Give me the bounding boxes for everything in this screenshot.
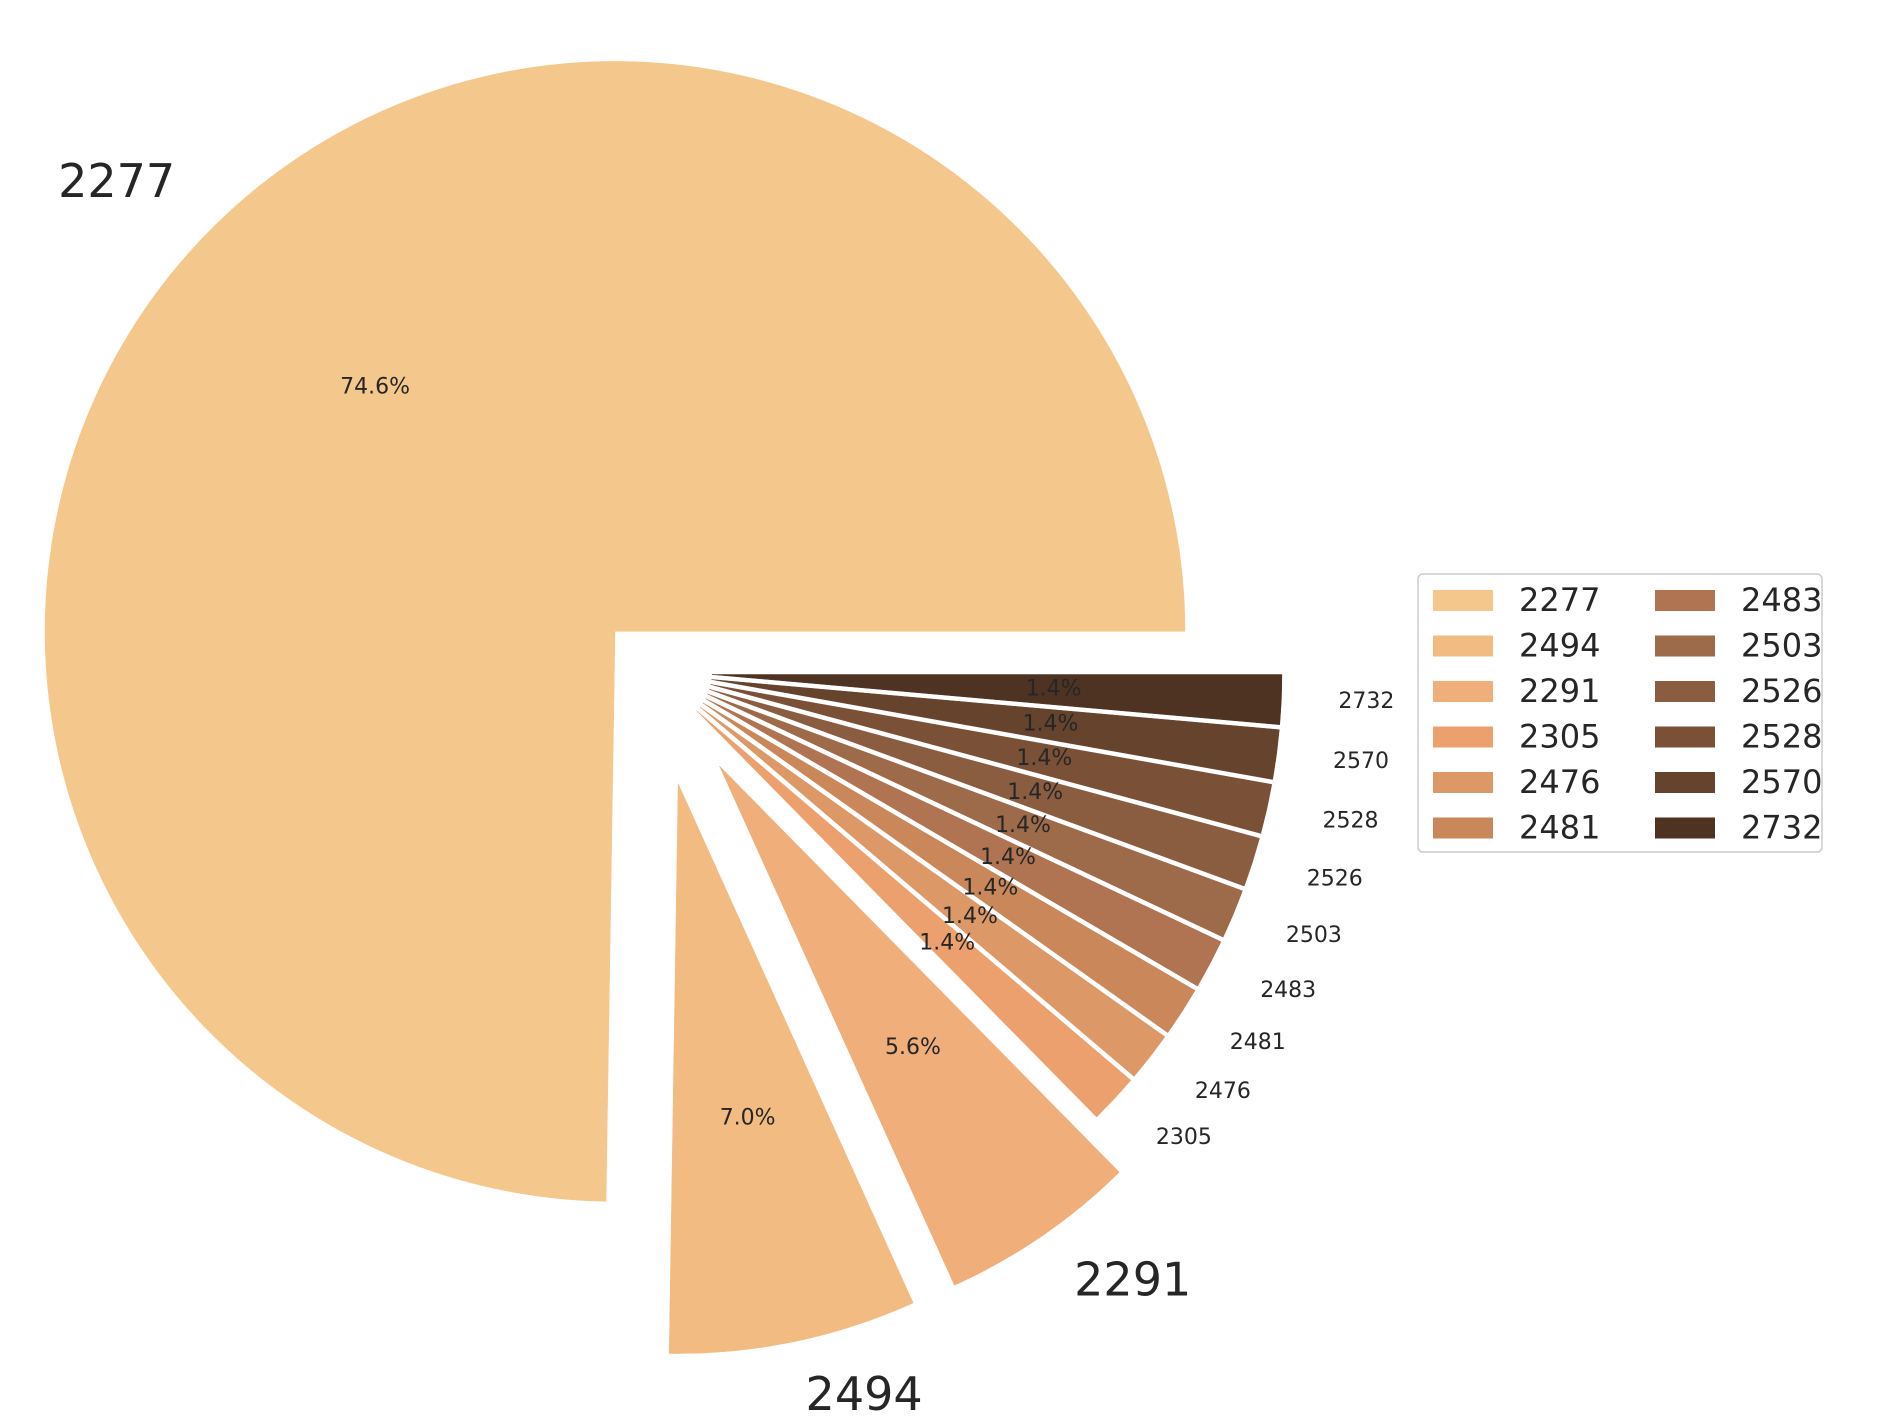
percent-label-2291: 5.6% — [885, 1035, 941, 1060]
pie-slice-2277 — [44, 61, 1186, 1202]
pie-slices — [44, 61, 1283, 1354]
category-label-2481: 2481 — [1230, 1030, 1286, 1055]
percent-label-2494: 7.0% — [720, 1105, 776, 1130]
pie-slice-2732 — [711, 674, 1283, 725]
category-label-2528: 2528 — [1322, 809, 1378, 834]
pie-slice-2503 — [707, 693, 1243, 938]
pie-slice-2494 — [668, 783, 914, 1354]
legend-swatch-2732 — [1655, 817, 1715, 839]
legend-swatch-2494 — [1433, 635, 1493, 657]
legend-label-2494: 2494 — [1519, 627, 1600, 665]
percent-label-2570: 1.4% — [1023, 712, 1079, 737]
percent-labels: 74.6%7.0%5.6%1.4%1.4%1.4%1.4%1.4%1.4%1.4… — [340, 375, 1081, 1131]
pie-slice-2570 — [711, 679, 1280, 780]
legend-frame — [1417, 573, 1823, 853]
pie-slice-2305 — [696, 710, 1132, 1118]
legend-swatch-2291 — [1433, 681, 1493, 702]
legend-label-2291: 2291 — [1519, 672, 1600, 710]
legend-label-2277: 2277 — [1519, 581, 1600, 619]
percent-label-2526: 1.4% — [1007, 780, 1063, 805]
percent-label-2277: 74.6% — [340, 375, 410, 400]
legend-label-2476: 2476 — [1519, 763, 1600, 801]
legend-label-2481: 2481 — [1519, 809, 1600, 847]
legend-swatch-2476 — [1433, 772, 1493, 793]
pie-slice-2291 — [719, 765, 1120, 1286]
legend-swatch-2528 — [1655, 726, 1715, 748]
category-labels: 2277 2494 2291 2305 2476 2481 2483 2503 2526 2528… — [58, 154, 1394, 1421]
category-label-2305: 2305 — [1156, 1125, 1212, 1150]
pie-slice-2481 — [702, 702, 1196, 1034]
category-label-2277: 2277 — [58, 154, 175, 208]
legend-swatch-2277 — [1433, 590, 1493, 611]
category-label-2476: 2476 — [1195, 1079, 1251, 1104]
pie-slice-2483 — [705, 698, 1222, 987]
category-label-2483: 2483 — [1260, 978, 1316, 1003]
category-label-2291: 2291 — [1074, 1253, 1191, 1307]
category-label-2570: 2570 — [1333, 749, 1389, 774]
category-label-2526: 2526 — [1307, 867, 1363, 892]
legend-label-2503: 2503 — [1741, 627, 1822, 665]
category-label-2732: 2732 — [1338, 689, 1394, 714]
percent-label-2503: 1.4% — [995, 813, 1051, 838]
pie-slice-2528 — [710, 684, 1273, 834]
legend-swatch-2570 — [1655, 772, 1715, 793]
pie-slice-2476 — [699, 706, 1166, 1077]
legend-swatch-2526 — [1655, 681, 1715, 702]
legend-label-2526: 2526 — [1741, 672, 1822, 710]
percent-label-2476: 1.4% — [942, 904, 998, 929]
percent-label-2305: 1.4% — [919, 931, 975, 956]
legend-swatch-2483 — [1655, 590, 1715, 611]
legend-label-2305: 2305 — [1519, 718, 1600, 756]
category-label-2494: 2494 — [806, 1367, 923, 1421]
percent-label-2483: 1.4% — [980, 845, 1036, 870]
legend-swatch-2305 — [1433, 726, 1493, 748]
legend-swatch-2503 — [1655, 635, 1715, 657]
pie-slice-2526 — [709, 689, 1260, 887]
legend-label-2528: 2528 — [1741, 718, 1822, 756]
percent-label-2732: 1.4% — [1026, 677, 1082, 702]
percent-label-2528: 1.4% — [1016, 746, 1072, 771]
legend: 2277 2494 2291 2305 2476 2481 2483 2503 2526 2528… — [1417, 573, 1823, 853]
category-label-2503: 2503 — [1286, 923, 1342, 948]
legend-label-2483: 2483 — [1741, 581, 1822, 619]
legend-label-2570: 2570 — [1741, 763, 1822, 801]
legend-swatch-2481 — [1433, 817, 1493, 839]
legend-label-2732: 2732 — [1741, 809, 1822, 847]
percent-label-2481: 1.4% — [962, 875, 1018, 900]
